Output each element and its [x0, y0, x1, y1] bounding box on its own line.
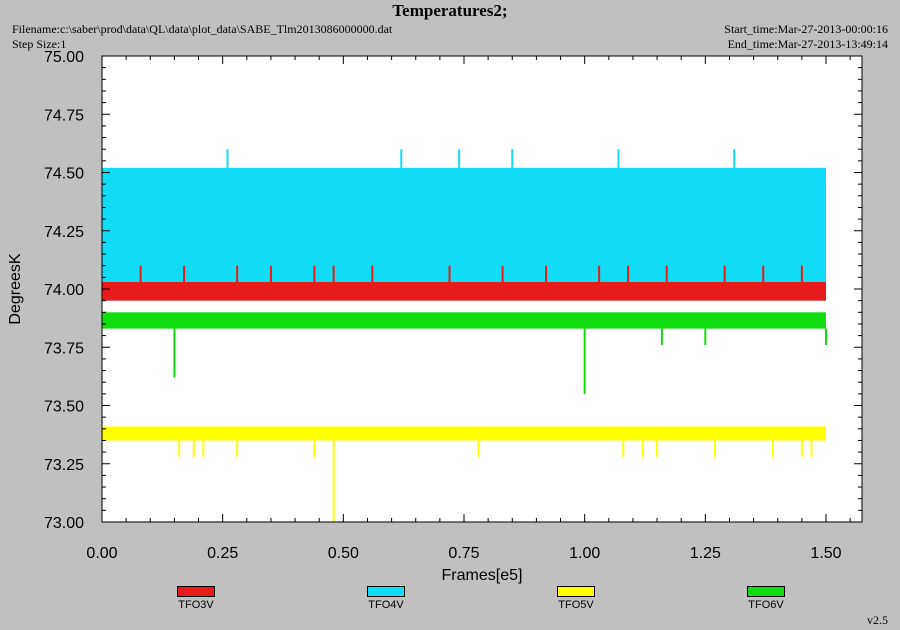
y-axis-label: DegreesK	[7, 253, 24, 324]
y-tick-label: 73.75	[44, 340, 84, 357]
end-time-label: End_time:Mar-27-2013-13:49:14	[727, 37, 888, 51]
legend-label: TFO3V	[178, 599, 214, 611]
legend-item-tfo6v: TFO6V	[736, 586, 796, 611]
y-tick-label: 74.75	[44, 107, 84, 124]
x-tick-label: 0.75	[448, 545, 479, 562]
y-tick-label: 74.50	[44, 166, 84, 183]
series-tfo6v	[102, 312, 827, 394]
x-tick-label: 1.25	[690, 545, 721, 562]
y-tick-label: 73.50	[44, 399, 84, 416]
x-tick-label: 0.00	[86, 545, 117, 562]
series-tfo4v	[102, 149, 826, 301]
legend-label: TFO5V	[558, 599, 594, 611]
y-tick-label: 74.25	[44, 224, 84, 241]
series-layer	[102, 149, 827, 522]
legend-swatch	[557, 586, 595, 597]
series-band-tfo4v	[102, 167, 826, 301]
x-axis-label: Frames[e5]	[442, 567, 523, 584]
x-tick-label: 0.25	[207, 545, 238, 562]
start-time-label: Start_time:Mar-27-2013-00:00:16	[724, 22, 888, 36]
legend-swatch	[367, 586, 405, 597]
filename-label: Filename:c:\saber\prod\data\QL\data\plot…	[12, 22, 393, 36]
legend-label: TFO4V	[368, 599, 404, 611]
chart-title: Temperatures2;	[392, 1, 508, 20]
x-tick-label: 0.50	[328, 545, 359, 562]
x-tick-label: 1.50	[810, 545, 841, 562]
y-tick-label: 73.00	[44, 515, 84, 532]
legend-label: TFO6V	[748, 599, 784, 611]
legend-item-tfo4v: TFO4V	[356, 586, 416, 611]
legend-item-tfo3v: TFO3V	[166, 586, 226, 611]
series-band-tfo5v	[102, 426, 826, 441]
series-tfo5v	[102, 426, 826, 522]
legend-swatch	[177, 586, 215, 597]
plot-frame	[101, 55, 863, 523]
series-tfo3v	[102, 265, 826, 301]
y-tick-label: 73.25	[44, 457, 84, 474]
version-label: v2.5	[867, 613, 888, 627]
legend-item-tfo5v: TFO5V	[546, 586, 606, 611]
y-tick-label: 75.00	[44, 49, 84, 66]
y-tick-label: 74.00	[44, 282, 84, 299]
step-size-label: Step Size:1	[12, 37, 67, 51]
axis-layer: 73.00 73.25 73.50 73.75 74.00 74.25 74.50 74.75…	[44, 49, 862, 562]
series-band-tfo6v	[102, 312, 826, 329]
x-tick-label: 1.00	[569, 545, 600, 562]
legend-swatch	[747, 586, 785, 597]
series-band-tfo3v	[102, 282, 826, 301]
